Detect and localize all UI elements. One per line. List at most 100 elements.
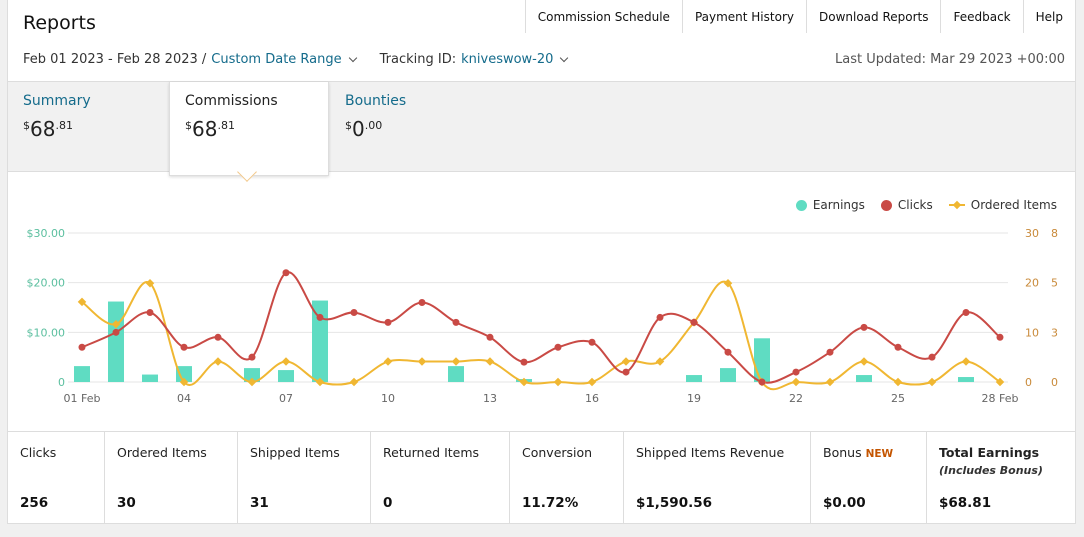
legend-ordered-items-marker [948, 200, 965, 210]
ordered-items-point [825, 377, 835, 387]
summary-tabs: Summary $ 68 .81 Commissions $ 68 .81 Bo… [8, 81, 1075, 176]
tab-summary[interactable]: Summary $ 68 .81 [8, 82, 168, 173]
ordered-items-point [349, 377, 359, 387]
ordered-items-point [417, 357, 427, 366]
y-left-tick-label: $30.00 [27, 227, 66, 240]
clicks-point [384, 318, 392, 326]
ordered-items-point [995, 377, 1005, 387]
ordered-items-point [553, 377, 563, 387]
ordered-items-line [81, 280, 1001, 391]
legend-earnings[interactable]: Earnings [795, 198, 865, 212]
filter-bar: Feb 01 2023 - Feb 28 2023 / Custom Date … [23, 52, 573, 67]
page-title: Reports [23, 12, 96, 34]
stat-bonus: Bonus NEW $0.00 [811, 432, 927, 523]
clicks-point [452, 318, 460, 326]
clicks-point [78, 343, 86, 351]
clicks-point [758, 378, 766, 386]
clicks-line [81, 271, 1001, 384]
ordered-items-point [451, 357, 461, 366]
download-reports-button[interactable]: Download Reports [806, 0, 942, 33]
x-tick-label: 04 [177, 392, 191, 405]
ordered-items-point [179, 377, 189, 387]
payment-history-button[interactable]: Payment History [682, 0, 807, 33]
tab-bounties[interactable]: Bounties $ 0 .00 [330, 82, 490, 173]
tracking-id-dropdown[interactable]: kniveswow-20 [461, 52, 554, 67]
y-clicks-tick-label: 10 [1025, 326, 1039, 339]
earnings-chart: 0 $10.00 $20.00 $30.00 0 10 20 30 0 3 5 8 01 Feb 04 07… [27, 227, 1059, 405]
stat-shipped-items: Shipped Items 31 [238, 432, 371, 523]
earnings-bar [448, 366, 464, 382]
earnings-bar [754, 338, 770, 382]
new-badge: NEW [865, 448, 894, 460]
tab-label: Summary [23, 93, 91, 109]
legend-clicks[interactable]: Clicks [880, 198, 933, 212]
tab-label: Bounties [345, 93, 407, 109]
earnings-bar [244, 368, 260, 382]
ordered-items-point [145, 279, 155, 288]
ordered-items-point [281, 357, 291, 366]
reports-panel: Reports Commission Schedule Payment Hist… [7, 0, 1076, 524]
clicks-point [486, 333, 494, 341]
clicks-point [214, 333, 222, 341]
y-clicks-tick-label: 30 [1025, 227, 1039, 240]
help-button[interactable]: Help [1023, 0, 1075, 33]
x-tick-label: 07 [279, 392, 293, 405]
clicks-point [690, 318, 698, 326]
clicks-point [554, 343, 562, 351]
stats-bar: Clicks 256 Ordered Items 30 Shipped Item… [8, 431, 1075, 523]
ordered-items-point [859, 357, 869, 366]
stat-total-earnings: Total Earnings (Includes Bonus) $68.81 [939, 445, 1043, 511]
earnings-bar [312, 300, 328, 382]
tab-amount: $ 68 .81 [23, 117, 73, 141]
clicks-point [282, 269, 290, 277]
ordered-items-point [723, 279, 733, 288]
chart-legend: Earnings Clicks Ordered Items [780, 198, 1057, 212]
earnings-bar [142, 374, 158, 382]
x-tick-label: 25 [891, 392, 905, 405]
clicks-point [112, 328, 120, 336]
y-left-tick-label: 0 [58, 376, 65, 389]
custom-date-range-dropdown[interactable]: Custom Date Range [211, 52, 342, 67]
stat-ordered-items: Ordered Items 30 [105, 432, 238, 523]
earnings-bar [176, 366, 192, 382]
ordered-items-point [213, 357, 223, 366]
top-nav: Commission Schedule Payment History Down… [524, 0, 1075, 33]
last-updated: Last Updated: Mar 29 2023 +00:00 [835, 52, 1065, 67]
date-range-text: Feb 01 2023 - Feb 28 2023 / [23, 52, 207, 67]
earnings-bar [108, 301, 124, 382]
ordered-items-point [655, 357, 665, 366]
y-ordered-tick-label: 8 [1051, 227, 1058, 240]
clicks-point [996, 333, 1004, 341]
y-ordered-tick-label: 0 [1051, 376, 1058, 389]
y-clicks-tick-label: 0 [1025, 376, 1032, 389]
earnings-bar [856, 375, 872, 382]
ordered-items-point [519, 377, 529, 387]
tab-amount: $ 68 .81 [185, 117, 235, 141]
ordered-items-point [587, 377, 597, 387]
clicks-point [860, 323, 868, 331]
clicks-point [316, 313, 324, 321]
ordered-items-point [111, 320, 121, 329]
clicks-point [962, 308, 970, 316]
tab-label: Commissions [185, 93, 278, 109]
x-tick-label: 22 [789, 392, 803, 405]
ordered-items-point [485, 357, 495, 366]
clicks-point [826, 348, 834, 356]
earnings-bar [720, 368, 736, 382]
clicks-point [248, 353, 256, 361]
clicks-point [928, 353, 936, 361]
earnings-bar [958, 377, 974, 382]
clicks-point [622, 368, 630, 376]
clicks-point [792, 368, 800, 376]
legend-ordered-items[interactable]: Ordered Items [948, 198, 1057, 212]
clicks-point [894, 343, 902, 351]
commission-schedule-button[interactable]: Commission Schedule [525, 0, 683, 33]
stat-conversion: Conversion 11.72% [510, 432, 624, 523]
y-clicks-tick-label: 20 [1025, 277, 1039, 290]
clicks-point [588, 338, 596, 346]
clicks-point [724, 348, 732, 356]
tab-commissions[interactable]: Commissions $ 68 .81 [169, 82, 329, 176]
ordered-items-point [77, 297, 87, 307]
feedback-button[interactable]: Feedback [941, 0, 1024, 33]
clicks-point [180, 343, 188, 351]
